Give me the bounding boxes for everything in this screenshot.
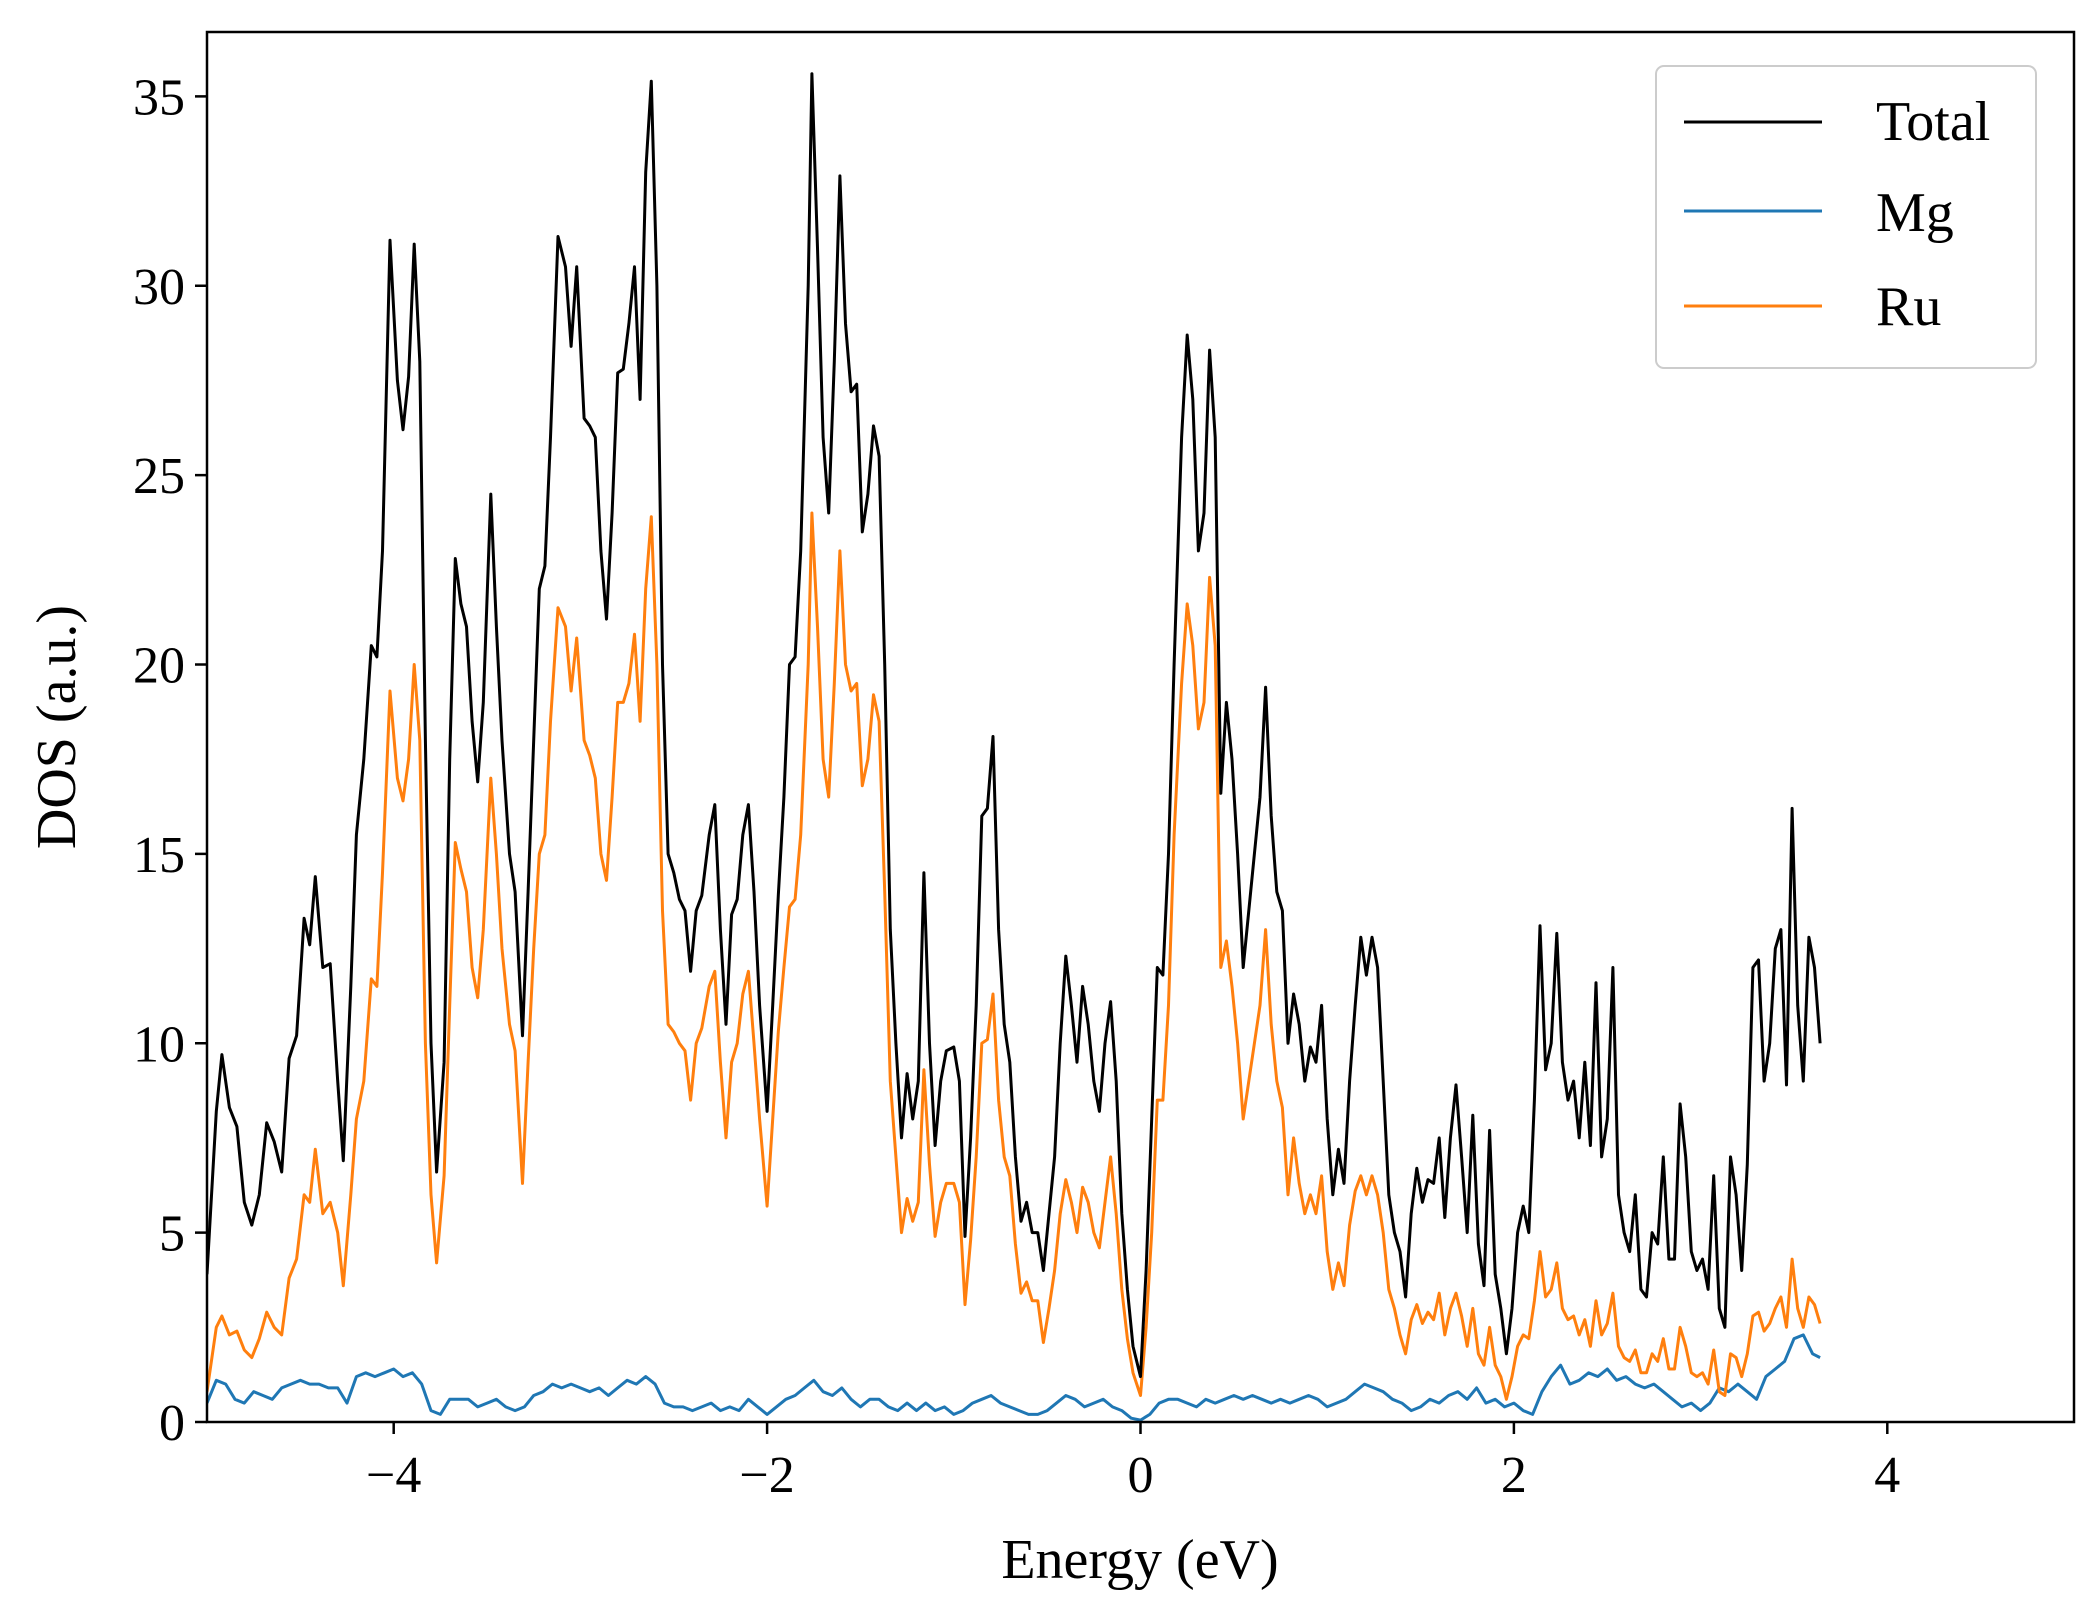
y-tick-label: 25 <box>133 448 185 505</box>
x-axis: −4 −2 0 2 4 <box>366 1422 1900 1504</box>
y-tick-label: 20 <box>133 638 185 695</box>
y-tick-label: 0 <box>159 1395 185 1452</box>
x-tick-label: 4 <box>1874 1447 1900 1504</box>
series-layer <box>207 72 1822 1422</box>
series-line-total <box>207 72 1822 1379</box>
x-tick-label: −2 <box>739 1447 794 1504</box>
x-tick-label: 2 <box>1501 1447 1527 1504</box>
x-tick-label: 0 <box>1128 1447 1154 1504</box>
legend-box <box>1655 65 2037 369</box>
x-axis-label: Energy (eV) <box>1001 1529 1278 1591</box>
y-tick-label: 5 <box>159 1206 185 1263</box>
series-line-ru <box>207 511 1822 1401</box>
series-line-mg <box>207 1333 1821 1422</box>
y-tick-label: 35 <box>133 69 185 126</box>
legend-label-total: Total <box>1876 91 1990 153</box>
y-tick-label: 15 <box>133 827 185 884</box>
legend-label-ru: Ru <box>1876 276 1941 338</box>
y-axis-label: DOS (a.u.) <box>26 605 88 849</box>
y-axis: 0 5 10 15 20 25 30 35 <box>133 69 207 1452</box>
x-tick-label: −4 <box>366 1447 421 1504</box>
y-tick-label: 30 <box>133 259 185 316</box>
legend-label-mg: Mg <box>1876 182 1954 244</box>
y-tick-label: 10 <box>133 1016 185 1073</box>
legend: Total Mg Ru <box>1655 65 2037 369</box>
